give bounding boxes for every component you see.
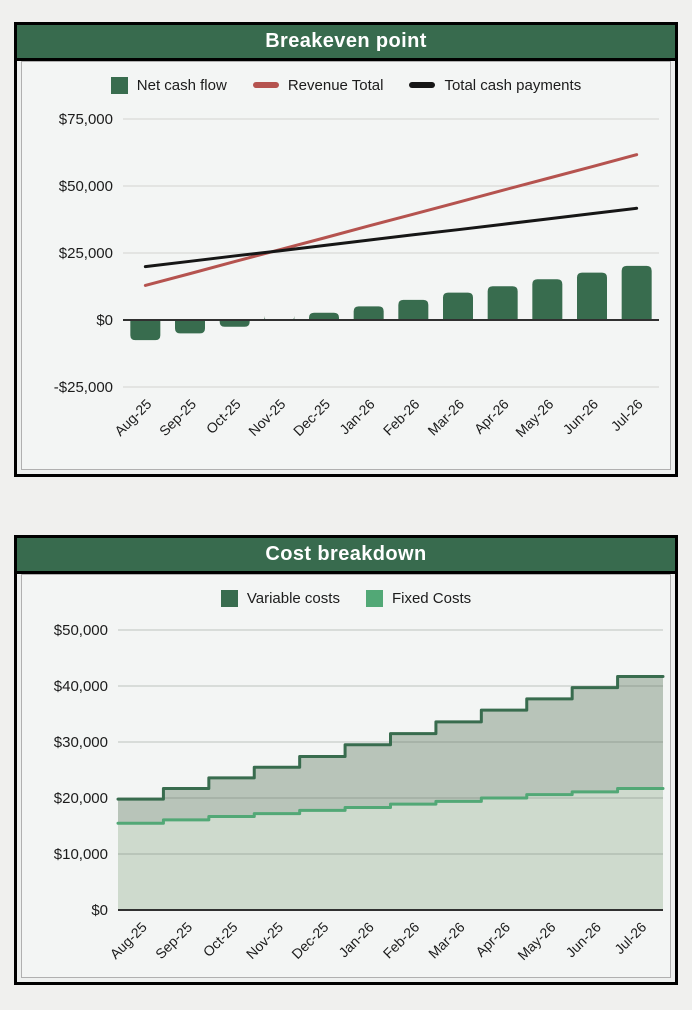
x-tick-label: Sep-25 — [156, 396, 199, 439]
bar-net-cash-flow — [175, 320, 205, 334]
x-tick-label: Sep-25 — [152, 919, 195, 962]
x-tick-label: Aug-25 — [107, 919, 150, 962]
bar-net-cash-flow — [219, 320, 250, 327]
x-tick-label: Dec-25 — [290, 396, 333, 439]
line-fixed-costs — [116, 786, 665, 825]
x-tick-label: Jan-26 — [336, 396, 378, 438]
x-tick-label: Nov-25 — [243, 919, 286, 962]
cost-breakdown-panel-title: Cost breakdown — [17, 538, 675, 574]
bar-net-cash-flow — [621, 265, 652, 320]
net-cash-flow-legend-marker-icon — [110, 76, 128, 94]
cost-breakdown-panel: Cost breakdown Variable costs Fixed Costs… — [14, 535, 678, 985]
legend-label: Revenue Total — [287, 76, 384, 94]
breakeven-panel-title: Breakeven point — [17, 25, 675, 61]
legend-item-net-cash-flow: Net cash flow — [110, 76, 227, 94]
bar-net-cash-flow — [309, 312, 339, 320]
x-tick-label: Oct-25 — [200, 919, 241, 960]
breakeven-panel: Breakeven point Net cash flow Revenue Tot… — [14, 22, 678, 477]
legend-item-revenue-total: Revenue Total — [252, 76, 384, 94]
x-tick-label: Nov-25 — [245, 396, 288, 439]
x-tick-label: Apr-26 — [472, 919, 513, 960]
y-tick-label: $20,000 — [54, 790, 108, 807]
x-tick-label: Jun-26 — [562, 919, 604, 961]
area-fixed-costs — [118, 788, 663, 910]
y-tick-label: $40,000 — [54, 678, 108, 695]
bar-net-cash-flow — [353, 306, 384, 320]
y-tick-label: $0 — [96, 312, 113, 329]
line-revenue-total — [143, 153, 639, 287]
y-tick-label: $50,000 — [59, 178, 113, 195]
x-tick-label: Mar-26 — [424, 396, 467, 439]
bar-net-cash-flow — [443, 292, 473, 320]
cost-breakdown-panel-body: Variable costs Fixed Costs $50,000 $40,000… — [21, 574, 671, 978]
y-tick-label: $25,000 — [59, 245, 113, 262]
x-tick-label: Aug-25 — [111, 396, 154, 439]
x-tick-label: Feb-26 — [380, 396, 423, 439]
x-tick-label: Jan-26 — [335, 919, 377, 961]
bar-net-cash-flow — [130, 320, 161, 341]
line-total-cash-payments — [143, 206, 639, 269]
x-tick-label: Dec-25 — [288, 919, 331, 962]
legend-item-variable-costs: Variable costs — [220, 589, 340, 607]
revenue-total-legend-marker-icon — [252, 82, 279, 88]
variable-costs-legend-marker-icon — [220, 589, 238, 607]
y-tick-label: $10,000 — [54, 846, 108, 863]
bar-net-cash-flow — [487, 286, 518, 320]
x-tick-label: Jun-26 — [560, 396, 602, 438]
breakeven-panel-body: Net cash flow Revenue Total Total cash pay… — [21, 61, 671, 470]
breakeven-legend: Net cash flow Revenue Total Total cash pay… — [22, 75, 670, 95]
x-tick-label: Feb-26 — [380, 919, 423, 962]
bar-net-cash-flow — [577, 272, 607, 320]
y-tick-label: $75,000 — [59, 111, 113, 128]
legend-label: Net cash flow — [136, 76, 227, 94]
total-cash-payments-legend-marker-icon — [409, 82, 436, 88]
legend-label: Total cash payments — [444, 76, 582, 94]
x-tick-label: Jul-26 — [608, 396, 646, 434]
x-tick-label: Apr-26 — [471, 396, 512, 437]
y-tick-label: $0 — [91, 902, 108, 919]
x-tick-label: May-26 — [514, 919, 558, 963]
x-tick-label: Oct-25 — [203, 396, 244, 437]
line-variable-costs — [116, 674, 665, 801]
bar-net-cash-flow — [532, 279, 563, 320]
cost-breakdown-chart: $50,000 $40,000 $30,000 $20,000 $10,000 $0Aug… — [54, 622, 665, 963]
x-tick-label: May-26 — [512, 396, 556, 440]
bar-net-cash-flow — [398, 299, 429, 320]
legend-label: Fixed Costs — [391, 589, 472, 607]
legend-item-total-cash-payments: Total cash payments — [409, 77, 581, 94]
legend-label: Variable costs — [246, 589, 340, 607]
legend-item-fixed-costs: Fixed Costs — [365, 589, 472, 607]
x-tick-label: Mar-26 — [425, 919, 468, 962]
fixed-costs-legend-marker-icon — [365, 589, 383, 607]
x-tick-label: Jul-26 — [611, 919, 649, 957]
y-tick-label: -$25,000 — [54, 379, 113, 396]
cost-breakdown-legend: Variable costs Fixed Costs — [22, 588, 670, 608]
y-tick-label: $30,000 — [54, 734, 108, 751]
y-tick-label: $50,000 — [54, 622, 108, 639]
